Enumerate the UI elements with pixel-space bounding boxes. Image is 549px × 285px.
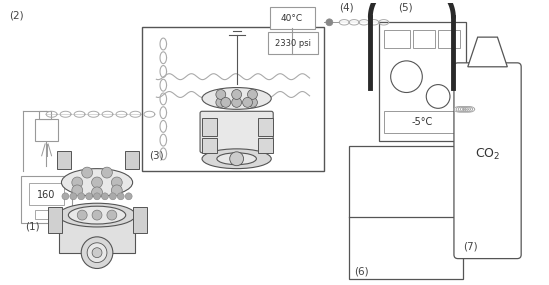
Circle shape [232,97,242,107]
FancyBboxPatch shape [268,32,317,54]
FancyBboxPatch shape [202,118,217,136]
Text: (3): (3) [149,151,164,161]
FancyBboxPatch shape [349,146,463,279]
FancyBboxPatch shape [454,63,521,258]
Text: -5°C: -5°C [412,117,433,127]
Ellipse shape [217,153,256,165]
FancyBboxPatch shape [48,207,63,233]
FancyBboxPatch shape [21,176,72,223]
Circle shape [229,152,244,166]
Circle shape [70,193,77,200]
Circle shape [221,97,231,107]
Circle shape [326,19,333,26]
Circle shape [92,210,102,220]
Circle shape [125,193,132,200]
Text: (6): (6) [354,266,369,276]
FancyBboxPatch shape [38,111,51,119]
Ellipse shape [61,169,133,196]
Circle shape [248,97,257,107]
Circle shape [86,193,93,200]
Circle shape [107,210,117,220]
Text: (5): (5) [399,3,413,13]
Ellipse shape [69,206,126,224]
Circle shape [248,89,257,99]
Text: (1): (1) [25,222,40,232]
FancyBboxPatch shape [384,111,461,133]
Circle shape [78,193,85,200]
Text: (7): (7) [463,242,478,252]
Circle shape [93,193,100,200]
Circle shape [232,89,242,99]
FancyBboxPatch shape [379,22,466,141]
FancyBboxPatch shape [413,30,435,48]
FancyBboxPatch shape [200,111,273,153]
FancyBboxPatch shape [142,27,324,171]
FancyBboxPatch shape [259,118,273,136]
Circle shape [87,243,107,262]
Circle shape [82,167,93,178]
Circle shape [72,177,83,188]
Text: (4): (4) [339,3,354,13]
Text: 2330 psi: 2330 psi [275,38,311,48]
Circle shape [243,97,253,107]
FancyBboxPatch shape [384,30,411,48]
FancyBboxPatch shape [125,151,138,169]
Circle shape [216,89,226,99]
Circle shape [77,210,87,220]
FancyBboxPatch shape [59,215,135,253]
Text: CO$_2$: CO$_2$ [475,147,500,162]
FancyBboxPatch shape [133,207,148,233]
Circle shape [111,185,122,196]
Circle shape [92,187,103,198]
Circle shape [117,193,124,200]
Text: 40°C: 40°C [281,14,303,23]
Circle shape [102,167,113,178]
Circle shape [72,185,83,196]
Ellipse shape [202,87,271,109]
Circle shape [109,193,116,200]
Circle shape [111,177,122,188]
FancyBboxPatch shape [202,138,217,153]
Text: 160: 160 [37,190,56,200]
Ellipse shape [59,203,136,227]
Polygon shape [468,37,507,67]
Circle shape [92,177,103,188]
FancyBboxPatch shape [29,184,64,205]
FancyBboxPatch shape [438,30,460,48]
Circle shape [62,193,69,200]
FancyBboxPatch shape [259,138,273,153]
FancyBboxPatch shape [58,151,71,169]
Circle shape [92,248,102,258]
FancyBboxPatch shape [270,7,315,29]
Text: (2): (2) [9,11,24,21]
FancyBboxPatch shape [35,210,53,219]
Circle shape [216,97,226,107]
Circle shape [102,193,108,200]
Ellipse shape [202,149,271,169]
Circle shape [81,237,113,268]
FancyBboxPatch shape [35,119,59,141]
